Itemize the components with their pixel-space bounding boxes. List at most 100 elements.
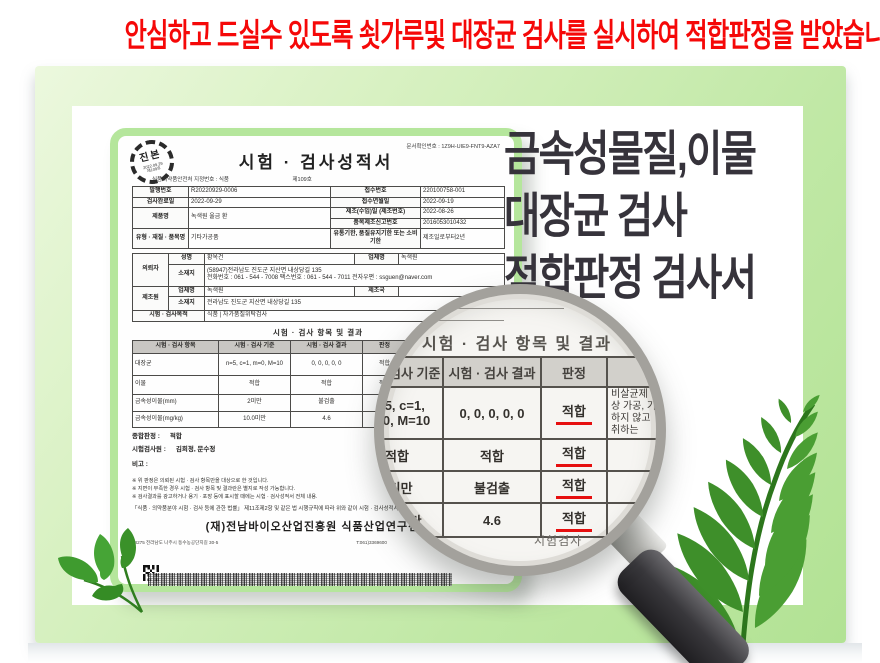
expiry-label: 유통기한, 품질유지기한 또는 소비기한: [330, 228, 421, 249]
mag-note: 비살균제 상 가공, 기 하지 않고 취하는: [606, 386, 656, 440]
doc-title: 시험 · 검사성적서: [238, 153, 394, 172]
client-company-label: 업체명: [354, 253, 399, 265]
client-address-label: 소재지: [168, 263, 205, 287]
client-address: (58947)전라남도 진도군 지산면 내상당길 135: [207, 267, 322, 274]
results-header-standard: 시험 · 검사 기준: [218, 339, 291, 354]
mag-result: 0, 0, 0, 0, 0: [442, 386, 542, 440]
mag-verdict: 적합: [540, 386, 608, 440]
complete-date-label: 검사완료일: [132, 196, 189, 208]
row-item: 이물: [132, 374, 219, 395]
expiry-value: 제조일로부터2년: [420, 228, 505, 249]
mag-verdict: 적합: [540, 438, 608, 472]
headline-text: 안심하고 드실수 있도록 쇳가루및 대장균 검사를 실시하여 적합판정을 받았습…: [124, 17, 880, 53]
client-company: 녹색원: [398, 253, 505, 265]
inspector-names: 김희정, 문수정: [175, 446, 216, 453]
glass-fragment-line: [414, 320, 504, 321]
inspector-label: 시험검사원 :: [132, 446, 166, 453]
frame-shadow: [28, 643, 862, 663]
doc-note: ※ 지면이 부족한 경우 시험 · 검사 항목 및 결과란은 별지로 작성 가능…: [132, 486, 296, 493]
mag-result: 적합: [442, 438, 542, 472]
complete-date: 2022-09-29: [188, 196, 331, 208]
doc-check-number: 문서확인번호 : 1Z9H-UIE9-FNT9-AZA7: [406, 144, 500, 150]
receipt-date: 2022-09-19: [420, 196, 505, 208]
row-result: 4.6: [290, 410, 363, 428]
mfr-company: 녹색원: [204, 285, 355, 297]
doc-info-table: 발행번호 R20220929-0006 접수번호 220100758-001 검…: [132, 186, 505, 249]
issuer-name: (재)전남바이오산업진흥원 식품산업연구센터: [205, 521, 431, 534]
results-title: 시험 · 검사 항목 및 결과: [272, 327, 364, 337]
receipt-date-label: 접수연월일: [330, 196, 421, 208]
mag-header-note: 단: [606, 356, 656, 388]
magnifier-glass: 시험 · 검사 항목 및 결과 시험 · 검사 기준 시험 · 검사 결과 판정…: [374, 284, 666, 576]
receipt-no-label: 접수번호: [330, 186, 421, 198]
doc-notes: ※ 위 판정은 의뢰된 시험 · 검사 항목만을 대상으로 한 것입니다. ※ …: [132, 478, 504, 501]
mag-result: 4.6: [442, 502, 542, 538]
mfr-country-label: 제조국: [354, 285, 399, 297]
row-result: 적합: [290, 374, 363, 395]
overall-value: 적합: [169, 432, 182, 440]
mag-header-verdict: 판정: [540, 356, 608, 388]
client-name-label: 성명: [168, 253, 205, 265]
remark-label: 비고 :: [132, 461, 148, 469]
issue-no-label: 발행번호: [132, 186, 189, 198]
doc-designation-no: 제109호: [292, 177, 312, 183]
row-standard: 10.0미만: [218, 410, 291, 428]
client-name: 황옥건: [204, 253, 355, 265]
type-value: 기타가공품: [188, 228, 331, 249]
overlay-title-line1: 금속성물질,이물: [504, 128, 757, 181]
mag-standard: 적합: [384, 438, 444, 472]
row-item: 금속성이물(mg/kg): [132, 410, 219, 428]
results-header-result: 시험 · 검사 결과: [290, 339, 363, 354]
mag-standard: n=5, c=1, m=0, M=10: [384, 386, 444, 440]
row-item: 대장균: [132, 352, 219, 376]
mag-result: 불검출: [442, 470, 542, 504]
mfg-date: 2022-08-26: [420, 207, 505, 219]
row-result: 불검출: [290, 393, 363, 412]
doc-content: 발행번호 R20220929-0006 접수번호 220100758-001 검…: [132, 186, 505, 546]
mag-note: [606, 438, 656, 472]
report-no-label: 품목제조신고번호: [330, 217, 421, 229]
magnified-results-table: 시험 · 검사 기준 시험 · 검사 결과 판정 단 n=5, c=1, m=0…: [384, 356, 656, 538]
law-text: 「식품 · 의약품분야 시험 · 검사 등에 관한 법률」 제11조제2항 및 …: [132, 505, 432, 512]
row-result: 0, 0, 0, 0, 0: [290, 352, 363, 376]
client-contact: 전화번호 : 061 - 544 - 7008 팩스번호 : 061 - 544…: [207, 275, 433, 281]
certificate-body: 진본 2022.09.29 제109호 문서확인번호 : 1Z9H-UIE9-FN…: [118, 135, 514, 586]
mag-verdict: 적합: [540, 470, 608, 504]
mag-verdict: 적합: [540, 502, 608, 538]
mag-row: 적합 적합 적합: [384, 438, 656, 472]
mag-header-result: 시험 · 검사 결과: [442, 356, 542, 388]
headline: 안심하고 드실수 있도록 쇳가루및 대장균 검사를 실시하여 적합판정을 받았습…: [0, 10, 880, 56]
row-standard: n=5, c=1, m=0, M=10: [218, 352, 291, 376]
mag-bottom-text: 시험검사: [534, 534, 583, 548]
mfg-date-label: 제조(수입)일 (제조번호): [330, 207, 421, 219]
mag-note: [606, 502, 656, 538]
mfr-section-label: 제조원: [132, 285, 169, 311]
fern-decoration: [655, 393, 827, 659]
issuer-tel: T:061)3369600: [356, 540, 387, 546]
product-name: 녹색원 울금 환: [188, 207, 331, 229]
issue-no: R20220929-0006: [188, 186, 331, 198]
doc-note: ※ 위 판정은 의뢰된 시험 · 검사 항목만을 대상으로 한 것입니다.: [132, 478, 269, 485]
barcode-strip: [148, 573, 452, 586]
overall-label: 종합판정 :: [132, 432, 160, 440]
mag-standard: 2미만: [384, 470, 444, 504]
client-address-cell: (58947)전라남도 진도군 지산면 내상당길 135 전화번호 : 061 …: [204, 263, 505, 287]
purpose-label: 시험 · 검사목적: [132, 310, 205, 322]
type-label: 유형 · 재질 · 품목명: [132, 228, 189, 249]
overlay-title-line2: 대장균 검사: [504, 190, 688, 243]
glass-fragment-line: [444, 308, 564, 309]
overall-line: 종합판정 : 적합: [132, 433, 504, 441]
row-standard: 2미만: [218, 393, 291, 412]
issuer-address: 58275 전라남도 나주시 동수농공단지길 30-5: [132, 540, 219, 546]
doc-note: ※ 검사결과를 광고하거나 용기 · 포장 등에 표시할 때에는 시험 · 검사…: [132, 493, 318, 500]
mag-row: 10.0미만 4.6 적합: [384, 502, 656, 538]
results-header-item: 시험 · 검사 항목: [132, 339, 219, 354]
doc-designation: 식품의약품안전처 지정번호 : 식품: [152, 177, 229, 183]
receipt-no: 220100758-001: [420, 186, 505, 198]
overlay-title: 금속성물질,이물 대장균 검사 적합판정 검사서: [504, 124, 810, 310]
report-no: 2016053010432: [420, 217, 505, 229]
mfr-company-label: 업체명: [168, 285, 205, 297]
mag-note: [606, 470, 656, 504]
product-label: 제품명: [132, 207, 189, 229]
row-standard: 적합: [218, 374, 291, 395]
